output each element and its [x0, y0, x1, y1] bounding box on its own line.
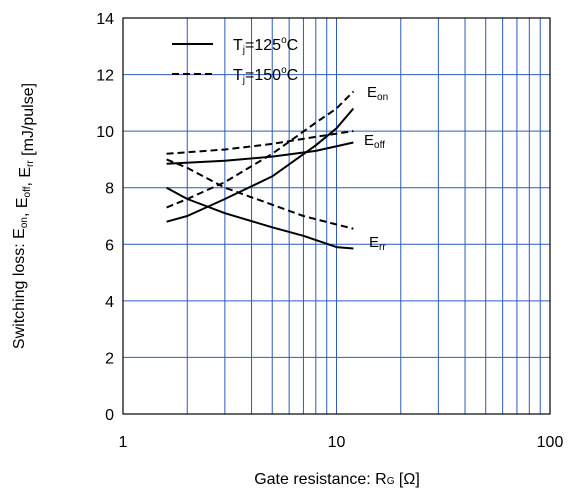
curve-label: Eoff: [364, 132, 385, 151]
plot-frame: [122, 17, 551, 415]
legend-text: =150: [245, 67, 281, 84]
curve-label-sub: rr: [379, 242, 386, 253]
legend-subscript: j: [242, 75, 245, 86]
y-tick-label: 12: [96, 68, 114, 85]
x-tick-label: 10: [328, 434, 346, 451]
curve-label: Eon: [367, 84, 388, 103]
curve-label-sub: on: [377, 92, 388, 103]
tick-labels: 0 2 4 6 8 10 12 14 1 10 100: [96, 11, 563, 451]
y-tick-label: 14: [96, 11, 114, 28]
curve-label-main: E: [369, 234, 379, 251]
curve-label-main: E: [367, 84, 377, 101]
x-axis-title-tail: [Ω]: [394, 471, 419, 488]
series-line: [166, 107, 355, 223]
y-tick-label: 6: [105, 237, 114, 254]
curve-label-sub: off: [374, 140, 385, 151]
series-lines: [166, 90, 355, 250]
y-axis-title-part: , E: [17, 167, 34, 187]
y-axis-title: Switching loss: Eon, Eoff, Err [mJ/pulse…: [11, 83, 37, 349]
y-tick-label: 0: [105, 407, 114, 424]
y-axis-title-part: [mJ/pulse]: [20, 83, 37, 160]
x-axis-title-main: Gate resistance: R: [254, 471, 387, 488]
legend-text: C: [287, 37, 299, 54]
series-line: [166, 186, 354, 250]
legend-text: =125: [245, 37, 281, 54]
legend-text: T: [233, 67, 243, 84]
legend-entry: Tj=125oC: [233, 35, 298, 56]
y-axis-title-sub: on: [19, 217, 30, 228]
y-tick-label: 10: [96, 124, 114, 141]
y-tick-label: 4: [105, 294, 114, 311]
curve-label: Err: [369, 234, 386, 253]
y-tick-label: 8: [105, 181, 114, 198]
y-axis-title-sub: off: [22, 186, 33, 197]
series-line: [166, 158, 354, 230]
x-tick-label: 1: [119, 434, 128, 451]
grid: [122, 17, 551, 415]
legend-entry: Tj=150oC: [233, 65, 298, 86]
legend-superscript: o: [281, 35, 287, 46]
x-axis-title-sub: G: [387, 476, 395, 487]
x-axis-title: Gate resistance: RG [Ω]: [254, 471, 420, 488]
legend-superscript: o: [281, 65, 287, 76]
y-axis-title-part: , E: [14, 197, 31, 217]
x-tick-label: 100: [537, 434, 564, 451]
series-line: [166, 130, 354, 155]
series-line: [166, 141, 354, 165]
curve-label-main: E: [364, 132, 374, 149]
axis-titles: Gate resistance: RG [Ω] Switching loss: E…: [11, 83, 420, 488]
legend-text: T: [233, 37, 243, 54]
y-tick-label: 2: [105, 350, 114, 367]
y-axis-title-sub: rr: [25, 160, 36, 167]
legend-subscript: j: [242, 45, 245, 56]
y-axis-title-part: Switching loss: E: [11, 228, 28, 349]
legend-text: C: [287, 67, 299, 84]
